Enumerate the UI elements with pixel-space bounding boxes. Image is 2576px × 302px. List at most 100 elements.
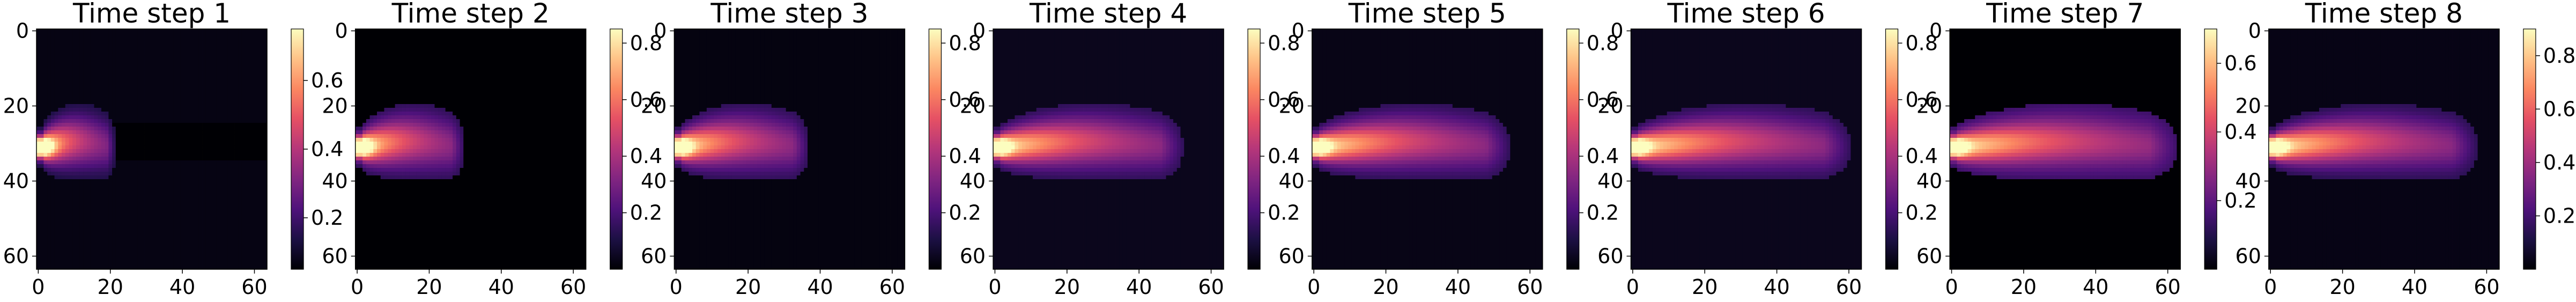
heatmap-cell [98, 67, 101, 70]
heatmap-cell [184, 51, 188, 55]
heatmap-cell [213, 51, 217, 55]
heatmap-cell [231, 85, 235, 89]
heatmap-cell [191, 70, 195, 74]
heatmap-cell [213, 63, 217, 67]
heatmap-cell [120, 70, 123, 74]
heatmap-cell [80, 104, 84, 108]
heatmap-cell [159, 63, 162, 67]
heatmap-cell [69, 100, 72, 104]
heatmap-cell [253, 44, 256, 48]
heatmap-cell [127, 93, 130, 97]
heatmap-cell [145, 70, 149, 74]
heatmap-cell [224, 78, 227, 82]
heatmap-cell [242, 63, 246, 67]
heatmap-cell [181, 40, 184, 44]
heatmap-cell [231, 36, 235, 40]
heatmap-cell [249, 100, 253, 104]
heatmap-cell [51, 100, 55, 104]
heatmap-cell [227, 59, 231, 63]
heatmap-cell [217, 93, 220, 97]
heatmap-cell [116, 85, 120, 89]
heatmap-cell [170, 40, 174, 44]
heatmap-cell [98, 82, 101, 85]
heatmap-cell [227, 55, 231, 59]
heatmap-cell [91, 70, 94, 74]
heatmap-cell [116, 63, 120, 67]
heatmap-cell [260, 74, 264, 78]
heatmap-cell [217, 63, 220, 67]
heatmap-cell [224, 51, 227, 55]
heatmap-cell [173, 82, 177, 85]
heatmap-cell [105, 29, 109, 33]
heatmap-cell [137, 48, 141, 51]
heatmap-cell [242, 51, 246, 55]
heatmap-cell [80, 93, 84, 97]
heatmap-cell [210, 70, 213, 74]
heatmap-cell [188, 104, 191, 108]
heatmap-cell [134, 104, 137, 108]
heatmap-cell [112, 36, 116, 40]
heatmap-cell [62, 104, 65, 108]
heatmap-cell [156, 70, 159, 74]
heatmap-cell [87, 89, 91, 93]
heatmap-cell [195, 89, 199, 93]
heatmap-cell [246, 82, 249, 85]
heatmap-cell [91, 104, 94, 108]
heatmap-cell [217, 44, 220, 48]
heatmap-cell [141, 29, 145, 33]
heatmap-cell [195, 100, 199, 104]
heatmap-cell [246, 59, 249, 63]
heatmap-cell [184, 29, 188, 33]
heatmap-cell [198, 74, 202, 78]
heatmap-cell [220, 40, 224, 44]
heatmap-cell [159, 33, 162, 36]
heatmap-cell [246, 78, 249, 82]
heatmap-cell [210, 55, 213, 59]
heatmap-cell [227, 108, 231, 112]
heatmap-cell [156, 74, 159, 78]
heatmap-cell [105, 59, 109, 63]
heatmap-cell [227, 63, 231, 67]
heatmap-cell [206, 48, 210, 51]
heatmap-cell [152, 29, 156, 33]
heatmap-cell [123, 104, 127, 108]
heatmap-cell [152, 82, 156, 85]
heatmap-cell [91, 108, 94, 112]
heatmap-cell [173, 55, 177, 59]
heatmap-cell [91, 74, 94, 78]
heatmap-cell [188, 74, 191, 78]
heatmap-cell [156, 33, 159, 36]
heatmap-cell [198, 33, 202, 36]
heatmap-cell [69, 33, 72, 36]
heatmap-cell [220, 67, 224, 70]
heatmap-cell [43, 55, 47, 59]
heatmap-cell [123, 82, 127, 85]
heatmap-cell [47, 33, 51, 36]
heatmap-cell [105, 36, 109, 40]
heatmap-cell [166, 97, 170, 100]
heatmap-cell [198, 51, 202, 55]
heatmap-cell [87, 63, 91, 67]
heatmap-cell [65, 40, 69, 44]
heatmap-cell [141, 33, 145, 36]
heatmap-cell [80, 44, 84, 48]
heatmap-cell [43, 59, 47, 63]
heatmap-cell [249, 29, 253, 33]
heatmap-cell [220, 89, 224, 93]
heatmap-cell [51, 89, 55, 93]
heatmap-cell [127, 40, 130, 44]
heatmap-cell [127, 36, 130, 40]
heatmap-cell [191, 85, 195, 89]
heatmap-cell [83, 48, 87, 51]
heatmap-cell [162, 63, 166, 67]
heatmap-cell [206, 59, 210, 63]
heatmap-cell [120, 93, 123, 97]
heatmap-cell [206, 36, 210, 40]
heatmap-cell [101, 78, 105, 82]
heatmap-cell [36, 63, 40, 67]
heatmap-cell [156, 108, 159, 112]
heatmap-cell [170, 36, 174, 40]
heatmap-cell [224, 48, 227, 51]
heatmap-cell [253, 93, 256, 97]
heatmap-cell [159, 48, 162, 51]
